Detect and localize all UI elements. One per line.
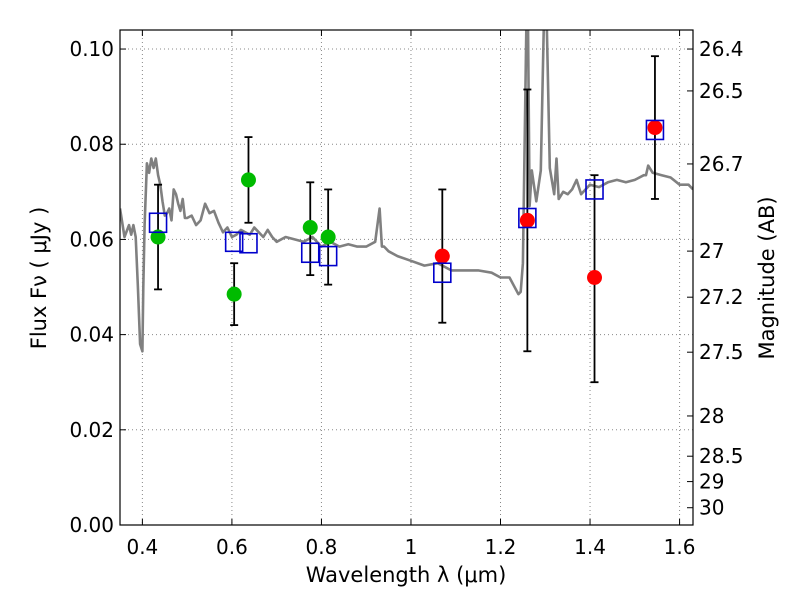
x-tick-label: 0.6 <box>216 535 248 559</box>
data-point <box>240 172 256 188</box>
x-tick-label: 1.4 <box>574 535 606 559</box>
model-band-box <box>645 119 665 141</box>
plot-frame <box>119 29 694 526</box>
model-band-box <box>300 242 320 264</box>
point-layer <box>150 120 663 302</box>
y-tick-label: 0.10 <box>69 37 114 61</box>
data-point <box>587 270 603 285</box>
mag-tick-label: 28 <box>699 404 724 428</box>
x-tick-label: 1.6 <box>664 535 696 559</box>
data-point <box>226 286 242 302</box>
y-tick-label: 0.06 <box>69 227 114 251</box>
data-point <box>647 120 663 136</box>
mag-tick-label: 26.5 <box>699 79 744 103</box>
data-point <box>434 248 450 264</box>
x-tick-label: 0.4 <box>126 535 158 559</box>
model-band-box <box>224 231 244 253</box>
y-tick-label: 0.08 <box>69 132 114 156</box>
grid-layer <box>120 30 693 526</box>
x-axis-label: Wavelength λ (μm) <box>306 563 507 587</box>
model-band-box <box>433 262 452 284</box>
model-band-box <box>318 245 338 267</box>
model-band-box <box>585 179 604 200</box>
data-point <box>519 212 535 228</box>
label-layer: 0.4 0.6 0.8 1 1.2 1.4 1.6 0.00 0.02 0.04 0.06 0.08 0… <box>69 37 743 559</box>
tick-layer <box>120 30 693 526</box>
y-tick-label: 0.02 <box>69 418 114 442</box>
data-point <box>150 229 166 245</box>
mag-tick-label: 29 <box>699 470 724 494</box>
x-tick-label: 1.2 <box>485 535 517 559</box>
x-tick-label: 1 <box>405 535 418 559</box>
data-point <box>320 229 336 245</box>
mag-tick-label: 27.5 <box>699 340 744 364</box>
y-tick-label: 0.04 <box>69 323 114 347</box>
model-band-box <box>518 207 537 229</box>
model-band-box <box>148 212 168 234</box>
data-point <box>302 220 318 236</box>
box-layer <box>148 119 665 284</box>
model-band-box <box>239 232 258 254</box>
y-tick-label: 0.00 <box>69 513 114 537</box>
x-tick-label: 0.8 <box>306 535 338 559</box>
mag-tick-label: 27 <box>699 239 724 263</box>
mag-tick-label: 30 <box>699 496 724 520</box>
mag-tick-label: 26.7 <box>699 152 744 176</box>
y2-axis-label: Magnitude (AB) <box>755 196 779 359</box>
mag-tick-label: 26.4 <box>699 37 744 61</box>
y-axis-label: Flux Fν ( μJy ) <box>27 207 51 350</box>
mag-tick-label: 27.2 <box>699 285 744 309</box>
mag-tick-label: 28.5 <box>699 444 744 468</box>
